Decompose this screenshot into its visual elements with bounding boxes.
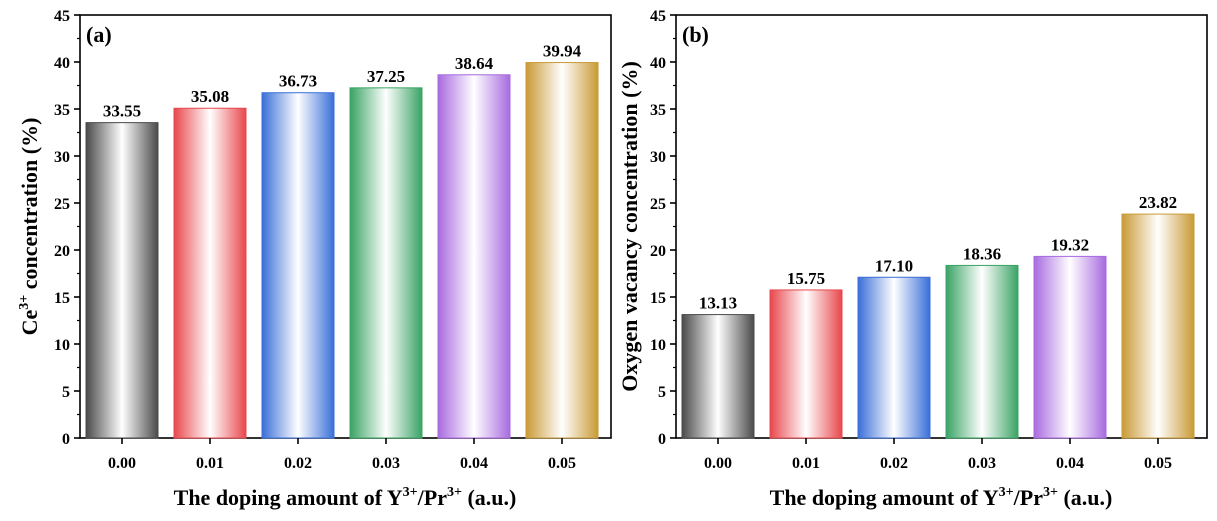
y-tick-label: 40: [650, 55, 666, 72]
x-tick-label: 0.02: [880, 455, 908, 472]
bar-0.02: [261, 92, 335, 439]
x-tick-label: 0.03: [968, 455, 996, 472]
panel-b: 0 5 10 15 20 25 30 35 40 45 13.13 0.00 15.75 0.01 17.1…: [617, 8, 1208, 510]
y-tick-label: 45: [650, 8, 666, 25]
bar-0.01: [173, 107, 247, 439]
y-tick-label: 30: [54, 149, 70, 166]
bar-0.00: [681, 314, 755, 439]
bar-0.02: [857, 276, 931, 439]
y-tick-label: 5: [62, 384, 70, 401]
bar-0.05: [525, 62, 599, 439]
bar-0.00: [85, 122, 159, 439]
bar-value-label: 33.55: [103, 102, 141, 121]
y-tick-label: 25: [54, 196, 70, 213]
bar-0.04: [437, 74, 511, 439]
y-tick-label: 15: [54, 290, 70, 307]
bar-value-label: 23.82: [1139, 193, 1177, 212]
x-tick-label: 0.00: [704, 455, 732, 472]
bar-value-label: 38.64: [455, 54, 494, 73]
x-axis-title: The doping amount of Y3+/Pr3+ (a.u.): [770, 485, 1113, 510]
bar-value-label: 36.73: [279, 72, 317, 91]
y-tick-label: 20: [54, 243, 70, 260]
y-tick-label: 10: [54, 337, 70, 354]
y-tick-label: 40: [54, 55, 70, 72]
x-tick-label: 0.05: [1144, 455, 1172, 472]
bar-0.03: [945, 264, 1019, 439]
y-tick-label: 35: [54, 102, 70, 119]
bar-value-label: 17.10: [875, 256, 913, 275]
x-tick-label: 0.04: [1056, 455, 1084, 472]
x-tick-label: 0.03: [372, 455, 400, 472]
bar-value-label: 15.75: [787, 269, 825, 288]
bar-0.01: [769, 289, 843, 439]
x-tick-label: 0.05: [548, 455, 576, 472]
y-axis-title: Ce3+ concentration (%): [17, 118, 42, 336]
y-tick-label: 30: [650, 149, 666, 166]
x-tick-label: 0.01: [792, 455, 820, 472]
bar-value-label: 19.32: [1051, 235, 1089, 254]
bar-value-label: 13.13: [699, 294, 737, 313]
panel-label: (a): [86, 22, 112, 47]
panel-a: 0 5 10 15 20 25 30 35 40 45 33.55 0.00 35.08 0.01 36.7…: [17, 8, 612, 510]
y-tick-label: 10: [650, 337, 666, 354]
y-tick-label: 35: [650, 102, 666, 119]
x-tick-label: 0.02: [284, 455, 312, 472]
y-tick-label: 15: [650, 290, 666, 307]
bar-value-label: 18.36: [963, 244, 1001, 263]
y-tick-label: 5: [658, 384, 666, 401]
x-axis-title: The doping amount of Y3+/Pr3+ (a.u.): [174, 485, 517, 510]
y-tick-label: 20: [650, 243, 666, 260]
x-tick-label: 0.00: [108, 455, 136, 472]
x-tick-label: 0.04: [460, 455, 488, 472]
y-axis-title: Oxygen vacancy concentration (%): [617, 61, 642, 392]
bar-0.03: [349, 87, 423, 439]
y-tick-label: 25: [650, 196, 666, 213]
y-tick-label: 0: [62, 431, 70, 448]
bar-value-label: 35.08: [191, 87, 229, 106]
x-tick-label: 0.01: [196, 455, 224, 472]
bar-0.05: [1121, 213, 1195, 439]
y-tick-label: 0: [658, 431, 666, 448]
bar-0.04: [1033, 255, 1107, 439]
panel-label: (b): [682, 22, 709, 47]
bar-value-label: 39.94: [543, 42, 582, 61]
y-tick-label: 45: [54, 8, 70, 25]
bar-value-label: 37.25: [367, 67, 405, 86]
